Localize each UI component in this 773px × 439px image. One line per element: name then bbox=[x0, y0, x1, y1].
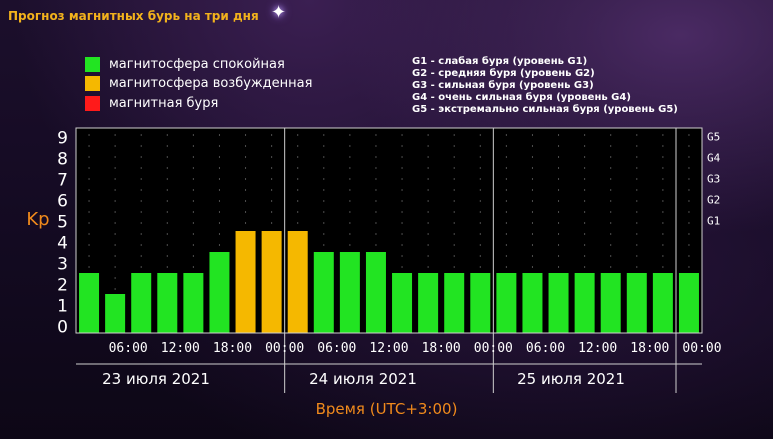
bar bbox=[418, 273, 439, 333]
y-tick-label: 6 bbox=[57, 192, 68, 212]
y-tick-label: 9 bbox=[57, 129, 68, 149]
g-tick-label: G5 bbox=[707, 131, 720, 144]
bar bbox=[574, 273, 595, 333]
date-label: 25 июля 2021 bbox=[517, 370, 625, 388]
page-title: Прогноз магнитных бурь на три дня bbox=[8, 9, 259, 23]
bar bbox=[678, 273, 699, 333]
bar bbox=[444, 273, 465, 333]
bar bbox=[157, 273, 178, 333]
sparkle-icon: ✦ bbox=[271, 2, 287, 23]
x-axis-title: Время (UTC+3:00) bbox=[315, 400, 458, 418]
x-tick-label: 12:00 bbox=[161, 341, 200, 356]
y-tick-label: 1 bbox=[57, 297, 68, 317]
bar bbox=[79, 273, 100, 333]
bar bbox=[496, 273, 517, 333]
date-label: 24 июля 2021 bbox=[309, 370, 417, 388]
bar bbox=[652, 273, 673, 333]
y-tick-label: 3 bbox=[57, 255, 68, 275]
x-tick-label: 18:00 bbox=[213, 341, 252, 356]
bar bbox=[235, 231, 256, 333]
g-tick-label: G4 bbox=[707, 152, 721, 165]
bar bbox=[131, 273, 152, 333]
g-legend-g2: G2 - средняя буря (уровень G2) bbox=[412, 68, 595, 79]
g-tick-label: G3 bbox=[707, 173, 720, 186]
date-label: 23 июля 2021 bbox=[102, 370, 210, 388]
legend-label-storm: магнитная буря bbox=[109, 96, 219, 111]
bar bbox=[548, 273, 569, 333]
y-tick-label: 4 bbox=[57, 234, 68, 254]
x-tick-label: 12:00 bbox=[369, 341, 408, 356]
x-tick-label: 06:00 bbox=[317, 341, 356, 356]
x-tick-label: 06:00 bbox=[109, 341, 148, 356]
legend-label-quiet: магнитосфера спокойная bbox=[109, 57, 285, 72]
y-tick-label: 2 bbox=[57, 276, 68, 296]
bar bbox=[183, 273, 204, 333]
y-axis-title: Kp bbox=[26, 209, 49, 230]
x-tick-label: 18:00 bbox=[422, 341, 461, 356]
bar bbox=[365, 252, 386, 333]
legend-label-excited: магнитосфера возбужденная bbox=[109, 76, 313, 91]
x-tick-label: 00:00 bbox=[265, 341, 304, 356]
bar bbox=[209, 252, 230, 333]
x-tick-label: 00:00 bbox=[682, 341, 721, 356]
x-tick-label: 12:00 bbox=[578, 341, 617, 356]
g-legend-g4: G4 - очень сильная буря (уровень G4) bbox=[412, 92, 631, 103]
g-tick-label: G1 bbox=[707, 215, 720, 228]
x-tick-label: 00:00 bbox=[474, 341, 513, 356]
y-tick-label: 0 bbox=[57, 318, 68, 338]
bar bbox=[626, 273, 647, 333]
x-tick-label: 06:00 bbox=[526, 341, 565, 356]
y-tick-label: 8 bbox=[57, 150, 68, 170]
g-legend-g5: G5 - экстремально сильная буря (уровень … bbox=[412, 104, 678, 115]
bar bbox=[522, 273, 543, 333]
bar bbox=[600, 273, 621, 333]
g-legend-g1: G1 - слабая буря (уровень G1) bbox=[412, 56, 588, 67]
g-legend-g3: G3 - сильная буря (уровень G3) bbox=[412, 80, 594, 91]
bar bbox=[261, 231, 282, 333]
legend-swatch-quiet bbox=[85, 57, 100, 72]
legend-swatch-excited bbox=[85, 76, 100, 91]
y-tick-label: 7 bbox=[57, 171, 68, 191]
bar bbox=[105, 294, 126, 333]
bar bbox=[339, 252, 360, 333]
bar bbox=[287, 231, 308, 333]
bar bbox=[313, 252, 334, 333]
bar bbox=[470, 273, 491, 333]
x-tick-label: 18:00 bbox=[630, 341, 669, 356]
legend-swatch-storm bbox=[85, 96, 100, 111]
plot-frame bbox=[75, 127, 703, 334]
y-tick-label: 5 bbox=[57, 213, 68, 233]
g-tick-label: G2 bbox=[707, 194, 720, 207]
plot-area bbox=[76, 128, 702, 333]
storm-level-legend: G1 - слабая буря (уровень G1) G2 - средн… bbox=[412, 56, 678, 116]
bar bbox=[392, 273, 413, 333]
